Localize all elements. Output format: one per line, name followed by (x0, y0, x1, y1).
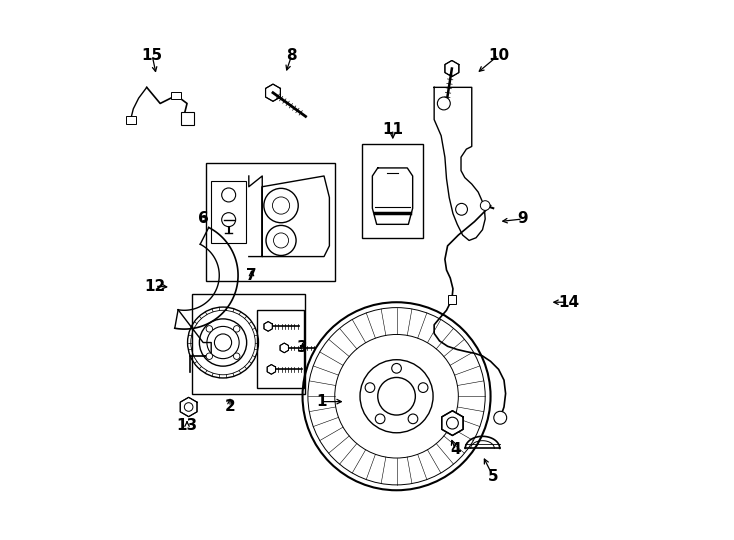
Polygon shape (267, 364, 275, 374)
Circle shape (184, 403, 193, 411)
Circle shape (418, 383, 428, 393)
Text: 6: 6 (197, 212, 208, 226)
Polygon shape (442, 411, 463, 435)
Bar (206, 163, 335, 281)
Text: 7: 7 (246, 268, 257, 283)
Polygon shape (266, 84, 280, 102)
Text: 8: 8 (286, 48, 297, 63)
Bar (448, 295, 456, 304)
Circle shape (480, 201, 490, 211)
Circle shape (233, 353, 240, 360)
Polygon shape (264, 322, 272, 331)
Text: 2: 2 (225, 400, 236, 415)
Bar (171, 92, 181, 99)
Circle shape (222, 213, 236, 227)
Bar (192, 294, 305, 394)
Polygon shape (181, 397, 197, 417)
Circle shape (456, 204, 468, 215)
Circle shape (233, 326, 240, 332)
Circle shape (266, 225, 296, 255)
Text: 9: 9 (517, 212, 528, 226)
Text: 15: 15 (142, 48, 163, 63)
Circle shape (437, 97, 450, 110)
Text: 11: 11 (382, 122, 403, 137)
Polygon shape (445, 60, 459, 77)
Text: 4: 4 (451, 442, 461, 457)
Circle shape (206, 326, 213, 332)
Text: 12: 12 (144, 279, 165, 294)
Bar (126, 116, 136, 124)
Bar (362, 144, 424, 238)
Bar (181, 112, 194, 125)
Circle shape (446, 417, 458, 429)
Text: 13: 13 (176, 418, 197, 433)
Bar (211, 181, 246, 243)
Polygon shape (280, 343, 288, 353)
Circle shape (206, 353, 213, 360)
Text: 1: 1 (316, 394, 327, 409)
Circle shape (392, 363, 401, 373)
Text: 5: 5 (488, 469, 498, 484)
Circle shape (375, 414, 385, 424)
Circle shape (494, 411, 506, 424)
Circle shape (408, 414, 418, 424)
Text: 10: 10 (488, 48, 509, 63)
Circle shape (365, 383, 375, 393)
Circle shape (264, 188, 298, 222)
Circle shape (222, 188, 236, 202)
Text: 14: 14 (558, 295, 579, 310)
Text: 3: 3 (297, 340, 308, 355)
Bar (257, 310, 304, 388)
